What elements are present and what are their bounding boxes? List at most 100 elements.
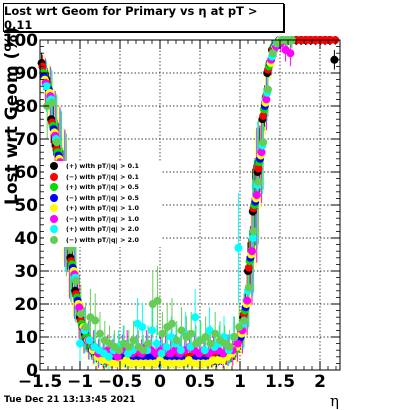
- data-point: [104, 352, 113, 361]
- legend-item: (−) with pT/|q| > 1.0: [44, 214, 162, 225]
- x-tick-label: 1: [234, 372, 246, 392]
- data-point: [243, 296, 252, 305]
- legend-item: (+) with pT/|q| > 2.0: [44, 224, 162, 235]
- data-point: [52, 138, 61, 147]
- data-point: [234, 243, 243, 252]
- data-point: [177, 326, 186, 335]
- data-point: [91, 316, 100, 325]
- y-tick-label: 20: [14, 295, 38, 315]
- x-tick-label: 2: [314, 372, 326, 392]
- data-point: [254, 164, 263, 173]
- x-tick-label: −0.5: [98, 372, 142, 392]
- data-point: [257, 148, 266, 157]
- data-point: [81, 323, 90, 332]
- legend-item: (−) with pT/|q| > 0.5: [44, 193, 162, 204]
- data-point: [230, 333, 239, 341]
- data-point: [157, 349, 166, 358]
- data-point: [244, 263, 253, 272]
- legend-item: (−) with pT/|q| > 0.1: [44, 172, 162, 183]
- legend-label: (+) with pT/|q| > 0.5: [66, 183, 139, 192]
- data-point: [42, 82, 51, 91]
- data-point: [153, 296, 162, 305]
- data-point: [158, 329, 167, 338]
- data-point: [152, 339, 161, 348]
- x-tick-label: −1: [67, 372, 93, 392]
- legend-marker: [50, 172, 58, 181]
- data-point: [124, 342, 133, 351]
- data-point: [162, 342, 171, 351]
- data-point: [148, 326, 156, 335]
- y-tick-label: 50: [14, 196, 38, 216]
- legend-item: (+) with pT/|q| > 0.5: [44, 182, 162, 193]
- x-tick-label: 0: [154, 372, 166, 392]
- chart-title: Lost wrt Geom for Primary vs η at pT > 0…: [3, 3, 284, 32]
- data-point: [200, 346, 209, 355]
- data-point: [235, 323, 244, 332]
- y-tick-label: 0: [26, 361, 38, 381]
- x-tick-label: 0.5: [185, 372, 215, 392]
- data-point: [248, 247, 256, 256]
- legend-marker: [50, 214, 58, 223]
- legend-label: (−) with pT/|q| > 0.5: [66, 193, 139, 202]
- data-point: [113, 352, 122, 361]
- data-point: [268, 49, 277, 58]
- y-tick-label: 40: [14, 229, 38, 249]
- y-axis-label: Lost wrt Geom (%): [2, 26, 22, 205]
- data-point: [286, 49, 295, 58]
- data-point: [144, 339, 152, 348]
- data-point: [225, 342, 234, 351]
- data-point: [259, 111, 268, 120]
- data-point: [254, 177, 263, 186]
- legend-item: (+) with pT/|q| > 0.1: [44, 161, 162, 172]
- data-point: [191, 313, 200, 322]
- data-point: [168, 319, 176, 328]
- axis-tick-labels: −1.5 −1 −0.5 0 0.5 1 1.5 2010203040506070809010…: [3, 31, 326, 392]
- data-point: [75, 303, 84, 312]
- data-point: [85, 336, 94, 345]
- data-point: [96, 329, 104, 338]
- data-point: [72, 276, 80, 285]
- legend-label: (−) with pT/|q| > 0.1: [66, 172, 139, 181]
- timestamp: Tue Dec 21 13:13:45 2021: [4, 395, 136, 405]
- y-tick-label: 70: [14, 130, 38, 150]
- data-point: [248, 234, 257, 242]
- legend-label: (+) with pT/|q| > 2.0: [66, 225, 139, 234]
- y-tick-label: 80: [14, 97, 38, 117]
- data-point: [76, 339, 84, 348]
- y-tick-label: 60: [14, 163, 38, 183]
- x-axis-label: η: [330, 392, 339, 410]
- data-point: [244, 283, 253, 292]
- legend-label: (+) with pT/|q| > 1.0: [66, 204, 139, 213]
- data-point: [330, 55, 339, 64]
- data-point: [115, 346, 124, 355]
- legend-marker: [50, 204, 58, 213]
- y-tick-label: 100: [3, 31, 39, 51]
- data-point: [240, 316, 248, 325]
- legend-marker: [50, 235, 58, 244]
- data-point: [264, 85, 272, 94]
- data-point: [138, 323, 147, 332]
- data-point: [262, 95, 271, 104]
- legend: (+) with pT/|q| > 0.1 (−) with pT/|q| > 0…: [44, 161, 162, 247]
- x-tick-label: −1.5: [18, 372, 62, 392]
- legend-item: (+) with pT/|q| > 1.0: [44, 203, 162, 214]
- data-point: [129, 336, 138, 345]
- data-point: [206, 339, 215, 348]
- data-point: [259, 138, 268, 147]
- data-point: [48, 98, 56, 107]
- data-point: [176, 346, 185, 355]
- legend-item: (−) with pT/|q| > 2.0: [44, 235, 162, 246]
- y-tick-label: 30: [14, 262, 38, 282]
- x-tick-label: 1.5: [265, 372, 295, 392]
- data-point: [139, 346, 148, 355]
- data-point: [211, 329, 220, 338]
- legend-label: (−) with pT/|q| > 1.0: [66, 214, 139, 223]
- data-point: [249, 227, 258, 236]
- data-point: [172, 336, 181, 345]
- legend-marker: [50, 193, 58, 202]
- legend-label: (−) with pT/|q| > 2.0: [66, 235, 139, 244]
- legend-marker: [50, 162, 58, 171]
- data-point: [233, 339, 242, 348]
- legend-label: (+) with pT/|q| > 0.1: [66, 162, 139, 171]
